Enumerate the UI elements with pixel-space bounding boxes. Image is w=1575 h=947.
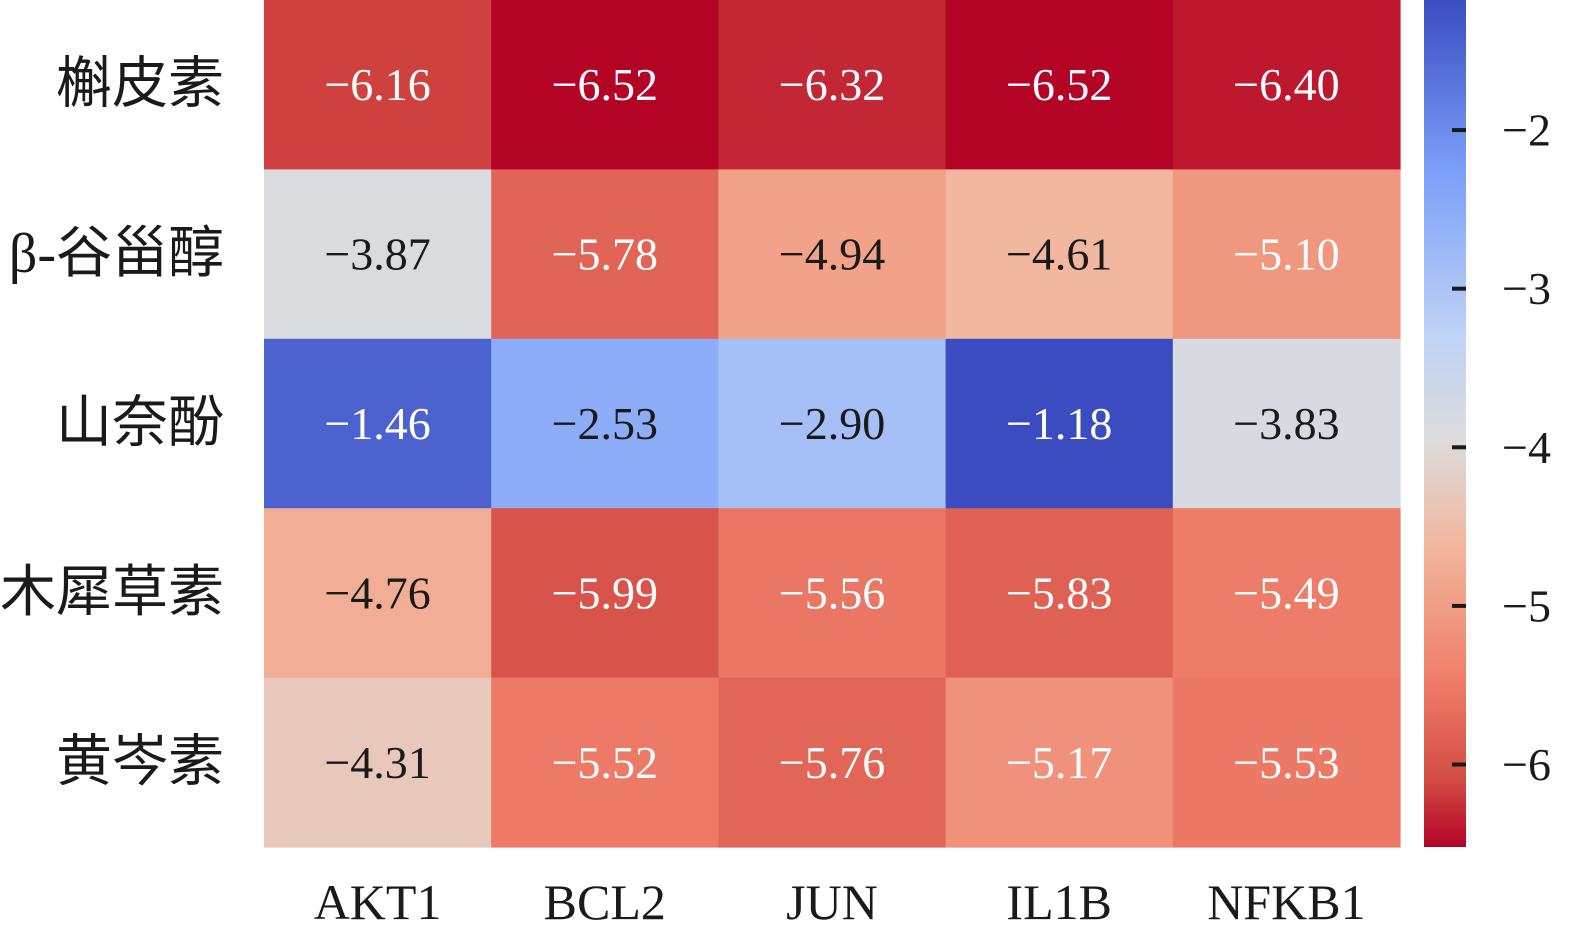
heatmap-cell-r0-c0 (264, 0, 492, 170)
heatmap-cells (264, 0, 1401, 848)
heatmap-cell-r1-c0 (264, 169, 492, 340)
heatmap-cell-r0-c4 (1172, 0, 1401, 170)
cell-value-r1-c3: −4.61 (1006, 229, 1112, 280)
heatmap-cell-r1-c1 (491, 169, 719, 340)
colorbar-tick-label-0: −2 (1502, 105, 1551, 156)
heatmap-cell-r0-c2 (718, 0, 947, 170)
heatmap-cell-r3-c2 (718, 508, 947, 679)
cell-value-r4-c1: −5.52 (552, 737, 658, 788)
colorbar-ticks: −2 −3 −4 −5 −6 (1452, 105, 1551, 790)
cell-value-r0-c2: −6.32 (779, 59, 885, 110)
cell-value-r4-c2: −5.76 (779, 737, 885, 788)
row-label-2: 山奈酚 (56, 393, 224, 455)
cell-value-r1-c2: −4.94 (779, 229, 885, 280)
heatmap-cell-r2-c2 (718, 338, 947, 509)
heatmap-cell-r1-c4 (1172, 169, 1401, 340)
cell-value-r2-c0: −1.46 (324, 398, 430, 449)
cell-value-r0-c1: −6.52 (552, 59, 658, 110)
heatmap-cell-r3-c0 (264, 508, 492, 679)
heatmap-cell-r3-c1 (491, 508, 719, 679)
row-label-3: 木犀草素 (0, 562, 224, 624)
heatmap-cell-r2-c3 (945, 338, 1174, 509)
colorbar-tick-label-2: −4 (1502, 422, 1551, 473)
heatmap-cell-r2-c4 (1172, 338, 1401, 509)
cell-value-r0-c4: −6.40 (1233, 59, 1339, 110)
row-label-0: 槲皮素 (56, 54, 224, 116)
cell-value-r3-c4: −5.49 (1233, 567, 1339, 618)
column-labels: AKT1 BCL2 JUN IL1B NFKB1 (314, 874, 1366, 930)
cell-value-r3-c2: −5.56 (779, 567, 885, 618)
cell-value-r2-c2: −2.90 (779, 398, 885, 449)
cell-value-r1-c4: −5.10 (1233, 229, 1339, 280)
cell-value-r3-c3: −5.83 (1006, 567, 1112, 618)
cell-value-r1-c0: −3.87 (324, 229, 430, 280)
column-label-1: BCL2 (544, 874, 666, 930)
heatmap-cell-r0-c3 (945, 0, 1174, 170)
column-label-3: IL1B (1006, 874, 1112, 930)
row-label-1: β-谷甾醇 (9, 223, 224, 285)
heatmap-cell-r1-c3 (945, 169, 1174, 340)
colorbar-tick-label-3: −5 (1502, 580, 1551, 631)
cell-value-r2-c1: −2.53 (552, 398, 658, 449)
cell-value-r4-c3: −5.17 (1006, 737, 1112, 788)
heatmap-cell-r4-c1 (491, 677, 719, 848)
heatmap-cell-r4-c0 (264, 677, 492, 848)
heatmap-cell-r4-c3 (945, 677, 1174, 848)
column-label-0: AKT1 (314, 874, 442, 930)
cell-value-r4-c4: −5.53 (1233, 737, 1339, 788)
cell-value-r0-c3: −6.52 (1006, 59, 1112, 110)
heatmap-cell-labels: −6.16 −6.52 −6.32 −6.52 −6.40 −3.87 −5.78 −4.94… (324, 59, 1339, 788)
heatmap-cell-r4-c2 (718, 677, 947, 848)
heatmap-cell-r0-c1 (491, 0, 719, 170)
colorbar-tick-label-1: −3 (1502, 263, 1551, 314)
heatmap-cell-r2-c0 (264, 338, 492, 509)
heatmap-cell-r2-c1 (491, 338, 719, 509)
cell-value-r1-c1: −5.78 (552, 229, 658, 280)
heatmap-cell-r1-c2 (718, 169, 947, 340)
cell-value-r2-c4: −3.83 (1233, 398, 1339, 449)
row-label-4: 黄岑素 (56, 731, 224, 793)
column-label-2: JUN (786, 874, 878, 930)
column-label-4: NFKB1 (1207, 874, 1365, 930)
colorbar-tick-label-4: −6 (1502, 739, 1551, 790)
cell-value-r3-c0: −4.76 (324, 567, 430, 618)
cell-value-r3-c1: −5.99 (552, 567, 658, 618)
heatmap-cell-r3-c3 (945, 508, 1174, 679)
heatmap-cell-r4-c4 (1172, 677, 1401, 848)
colorbar (1424, 0, 1466, 847)
cell-value-r0-c0: −6.16 (324, 59, 430, 110)
cell-value-r4-c0: −4.31 (324, 737, 430, 788)
cell-value-r2-c3: −1.18 (1006, 398, 1112, 449)
heatmap-cell-r3-c4 (1172, 508, 1401, 679)
